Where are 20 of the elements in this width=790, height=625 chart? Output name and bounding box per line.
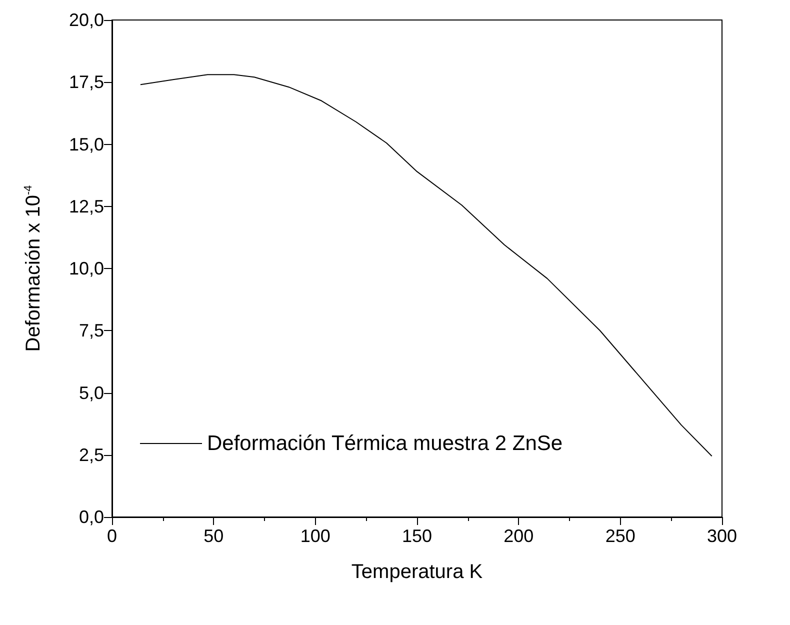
y-tick-label: 5,0 <box>78 382 104 403</box>
x-tick-label: 100 <box>300 526 330 546</box>
x-axis-title: Temperatura K <box>351 561 484 583</box>
y-tick-label: 17,5 <box>68 72 104 92</box>
y-tick-label: 12,5 <box>68 196 104 216</box>
x-tick-label: 150 <box>402 526 432 546</box>
y-axis-title: Deformación x 10-4 <box>22 185 44 352</box>
legend-label: Deformación Térmica muestra 2 ZnSe <box>207 432 563 455</box>
y-tick-label: 15,0 <box>68 134 104 154</box>
y-tick-label: 0,0 <box>78 507 104 527</box>
x-tick-label: 200 <box>504 526 534 546</box>
y-tick-label: 10,0 <box>68 258 104 278</box>
x-tick-label: 300 <box>706 526 738 546</box>
x-tick-label: 0 <box>106 526 118 546</box>
y-tick-label: 7,5 <box>78 320 104 341</box>
x-tick-label: 50 <box>204 526 224 546</box>
y-tick-label: 20,0 <box>68 10 104 30</box>
line-series <box>140 74 712 457</box>
x-tick-label: 250 <box>605 526 636 546</box>
y-tick-label: 2,5 <box>78 444 104 465</box>
